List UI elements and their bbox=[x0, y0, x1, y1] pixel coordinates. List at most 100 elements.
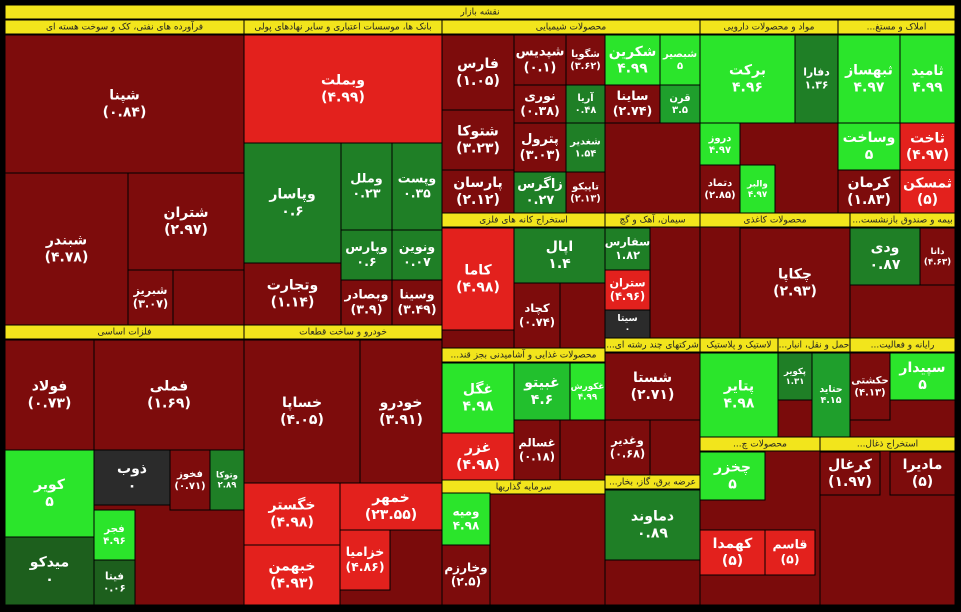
tile bbox=[4, 339, 95, 451]
tile bbox=[889, 451, 956, 496]
sector-header bbox=[243, 324, 443, 340]
tile bbox=[391, 142, 443, 231]
tile bbox=[565, 122, 606, 173]
tile-label: (۲.۱۳) bbox=[570, 193, 601, 204]
tile-label: (۲.۹۳) bbox=[773, 283, 817, 299]
tile-name: والبر bbox=[746, 179, 768, 189]
tile-name: کچاد bbox=[524, 301, 550, 315]
sector-title: شرکتهای چند رشته ای... bbox=[606, 341, 699, 351]
tile-name: دتماد bbox=[708, 178, 732, 189]
tile bbox=[340, 142, 393, 231]
tile-name: حکشتی bbox=[851, 376, 888, 387]
tile-name: شغدیر bbox=[569, 137, 600, 148]
tile-label: (۴.۷۸) bbox=[45, 249, 89, 265]
tile-name: غکورش bbox=[571, 382, 605, 392]
tile-label: ۵ bbox=[918, 377, 927, 393]
tile-label: ۰ bbox=[45, 571, 54, 587]
tile-label: ۴.۹۹ bbox=[912, 79, 943, 95]
tile-name: شتوکا bbox=[457, 124, 499, 140]
tile-label: ۵ bbox=[728, 476, 737, 492]
tile-name: قرن bbox=[669, 93, 690, 104]
tile bbox=[899, 169, 956, 214]
chart-title: نقشه بازار bbox=[459, 8, 499, 18]
tile-label: (۲.۵) bbox=[451, 575, 481, 589]
tile bbox=[513, 282, 561, 349]
tile bbox=[764, 529, 816, 576]
tile-name: سیتا bbox=[617, 313, 637, 324]
sector-title: خودرو و ساخت قطعات bbox=[299, 328, 387, 338]
tile-label: ۵ bbox=[865, 147, 874, 163]
tile bbox=[93, 339, 245, 451]
tile-label: (۵) bbox=[912, 474, 933, 490]
tile bbox=[513, 419, 561, 481]
tile-label: ۴.۹۸ bbox=[724, 395, 755, 411]
tile bbox=[513, 34, 567, 86]
tile-label: (۲.۷۱) bbox=[631, 387, 675, 403]
tile-name: شگویا bbox=[571, 48, 600, 60]
tile-label: (۰.۷۳) bbox=[28, 395, 72, 411]
tile-label: (۲۳.۵۵) bbox=[365, 507, 417, 523]
tile bbox=[794, 34, 839, 124]
tile-name: دروز bbox=[708, 133, 732, 144]
tile-label: (۴.۸۶) bbox=[345, 559, 384, 574]
tile-label: ۰.۰۶ bbox=[103, 583, 126, 595]
tile bbox=[209, 449, 245, 511]
sector-title: استخراج ذغال... bbox=[857, 440, 918, 450]
tile-label: (۵) bbox=[917, 192, 938, 208]
sector-title: املاک و مستغ... bbox=[867, 22, 927, 33]
tile bbox=[565, 171, 606, 214]
tile bbox=[604, 269, 651, 311]
tile-name: فخوز bbox=[176, 469, 203, 480]
sector-title: محصولات چ... bbox=[733, 440, 787, 450]
tile bbox=[604, 84, 661, 124]
sector-title: محصولات کاغذی bbox=[743, 216, 806, 226]
tile-label: (۴.۹۸) bbox=[270, 514, 314, 530]
tile bbox=[391, 229, 443, 281]
tile-name: خزامیا bbox=[346, 544, 385, 559]
tile-name: ذوب bbox=[117, 461, 147, 477]
tile bbox=[849, 352, 891, 421]
tile-name: شبصیر bbox=[662, 49, 697, 60]
tile-label: (۰.۸۴) bbox=[103, 104, 147, 120]
tile bbox=[699, 122, 741, 166]
tile bbox=[811, 352, 851, 438]
tile bbox=[441, 544, 491, 606]
tile bbox=[4, 172, 129, 326]
tile-label: ۴.۹۶ bbox=[732, 79, 763, 95]
tile-label: (۴.۹۳) bbox=[270, 575, 314, 591]
tile-label: (۲.۹۷) bbox=[164, 222, 208, 238]
tile-name: برکت bbox=[729, 63, 766, 79]
tile-name: شبندر bbox=[45, 233, 87, 249]
tile-label: ۱.۴ bbox=[548, 256, 571, 272]
tile-name: دماوند bbox=[631, 509, 674, 525]
tile-name: چکاپا bbox=[778, 267, 812, 283]
tile-label: (۳.۹) bbox=[350, 303, 382, 318]
tile bbox=[919, 227, 956, 286]
tile-label: ۰ bbox=[625, 324, 631, 335]
tile bbox=[441, 34, 515, 111]
tile-label: (۱.۶۹) bbox=[147, 395, 191, 411]
sector-title: عرضه برق، گاز، بخار... bbox=[609, 476, 696, 488]
tile-label: ۴.۶ bbox=[531, 392, 553, 408]
tile-name: خبهمن bbox=[268, 559, 315, 575]
tile-label: ۴.۹۷ bbox=[854, 79, 885, 95]
tile-name: وملل bbox=[350, 171, 382, 186]
tile bbox=[243, 262, 342, 326]
tile-name: وتوکا bbox=[216, 470, 238, 480]
tile-label: ۰.۰۷ bbox=[403, 254, 431, 269]
tile-name: غبیتو bbox=[523, 375, 560, 391]
tile-name: خگستر bbox=[268, 497, 316, 514]
tile-label: ۴.۹۷ bbox=[748, 190, 768, 200]
tile-label: ۴.۹۶ bbox=[103, 535, 126, 547]
tile-name: ودی bbox=[871, 240, 900, 256]
tile bbox=[243, 339, 361, 484]
tile-label: (۴.۶۳) bbox=[924, 257, 951, 267]
tile-name: اپال bbox=[546, 239, 573, 255]
tile-label: (۰.۷۱) bbox=[174, 481, 205, 492]
tile-label: (۰.۱) bbox=[524, 60, 557, 75]
tile bbox=[243, 482, 341, 546]
tile-label: (۰.۷۴) bbox=[519, 315, 555, 329]
tile bbox=[4, 536, 95, 606]
sector-title: بیمه و صندوق بازنشست... bbox=[852, 216, 952, 226]
tile-name: وبملت bbox=[321, 73, 365, 89]
